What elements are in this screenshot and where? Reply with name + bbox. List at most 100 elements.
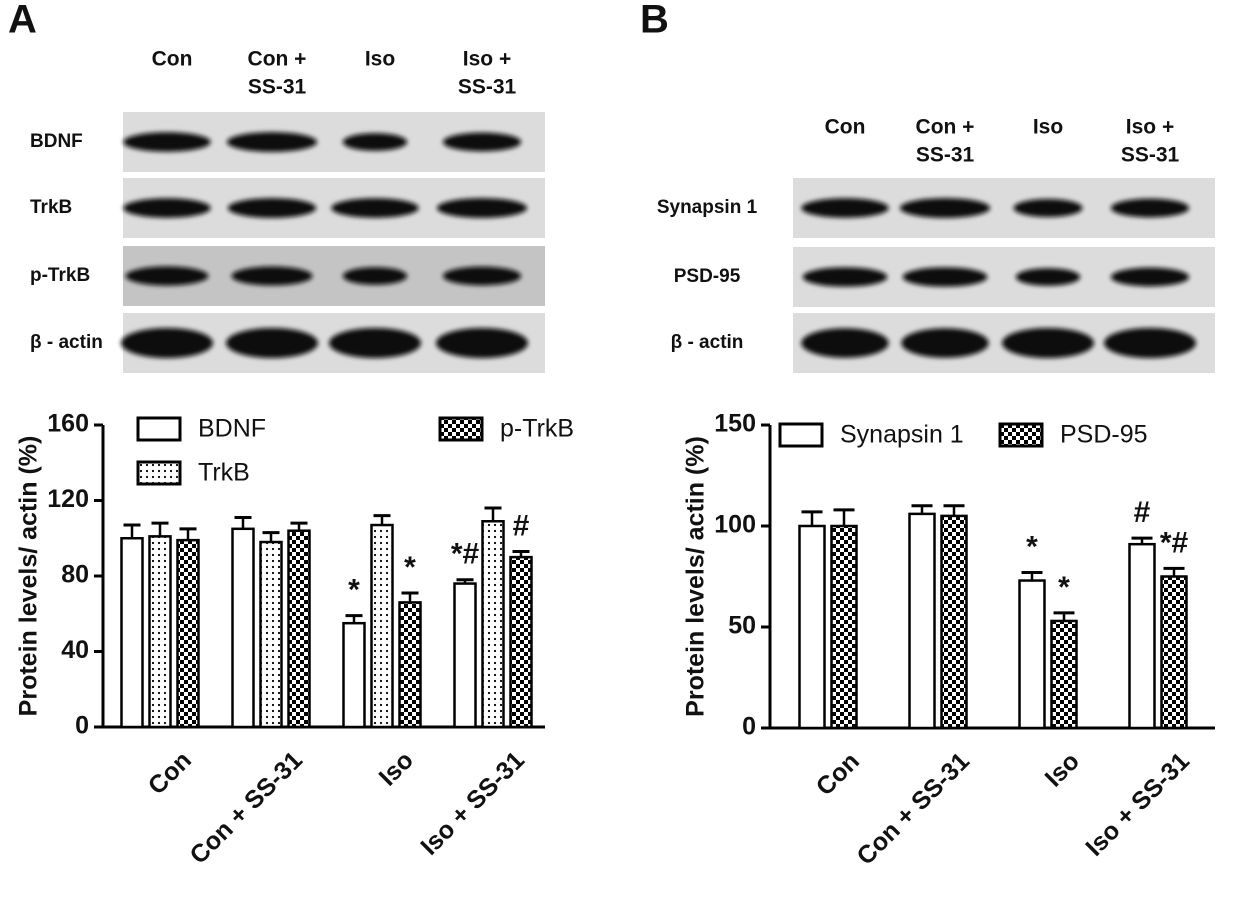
bar [509,555,533,729]
bar [453,582,477,729]
bar [940,514,968,730]
blot-band [331,198,419,218]
blot-column-label: SS-31 [916,144,975,167]
blot-band [1104,328,1196,358]
panel-letter: B [640,0,669,42]
blot-band [329,328,421,358]
legend-swatch [778,422,824,448]
y-tick-label: 160 [47,410,89,438]
x-tick-label: Iso + SS-31 [1080,747,1195,862]
blot-column-label: SS-31 [458,76,517,99]
bar [908,512,936,730]
bar [287,529,311,729]
x-tick-label: Iso [374,746,419,791]
blot-row-label: p-TrkB [30,265,90,286]
bar [798,524,826,730]
significance-mark: *# [1160,526,1189,559]
blot-band [1013,199,1083,217]
y-axis-label: Protein levels/ actin (%) [682,436,710,717]
significance-mark: *# [451,538,480,571]
bar [176,538,200,729]
bar [148,535,172,729]
y-axis-label: Protein levels/ actin (%) [15,436,43,717]
significance-mark: * [1058,571,1070,604]
blot-column-label: Con + [248,48,307,71]
y-tick-label: 100 [714,511,756,539]
blot-column-label: Iso + [1126,116,1174,139]
blot-band [1110,267,1190,287]
bar [120,537,144,729]
legend-swatch [438,416,484,442]
blot-band [226,132,318,152]
y-tick-label: 0 [75,712,89,740]
blot-band [123,198,211,218]
blot-band [125,266,209,286]
blot-band [342,133,408,151]
blot-band [901,328,989,358]
blot-band [1015,268,1081,286]
legend-swatch [136,416,182,442]
significance-mark: * [1026,530,1038,563]
blot-column-label: Iso [365,48,395,71]
blot-band [899,198,991,218]
bar [481,520,505,729]
legend-swatch [136,460,182,486]
blot-column-label: Con [152,48,193,71]
blot-band [121,328,213,358]
x-tick-label: Con [811,747,865,801]
significance-mark: # [513,509,530,542]
blot-band [123,132,211,152]
bar [1018,579,1046,730]
bar [1160,575,1188,730]
legend-label: PSD-95 [1060,421,1148,449]
blot-column-label: Iso [1033,116,1063,139]
x-tick-label: Iso [1040,747,1085,792]
blot-row-label: BDNF [30,131,83,152]
blot-band [342,267,408,285]
significance-mark: * [404,551,416,584]
x-tick-label: Con [143,746,197,800]
x-tick-label: Con + SS-31 [851,747,975,871]
blot-band [902,267,988,287]
bar [1050,619,1078,730]
blot-band [801,198,889,218]
significance-mark: # [1134,496,1151,529]
bar [231,527,255,729]
legend-swatch [998,422,1044,448]
y-tick-label: 150 [714,410,756,438]
blot-band [442,266,522,286]
blot-row-label: β - actin [30,332,103,353]
blot-band [226,328,318,358]
blot-column-label: SS-31 [248,76,307,99]
blot-band [436,198,528,218]
blot-band [231,266,313,286]
x-tick-label: Con + SS-31 [184,746,308,870]
bar [259,540,283,729]
blot-row-label: PSD-95 [674,266,741,287]
blot-row-label: β - actin [671,332,744,353]
blot-row-label: TrkB [30,197,72,218]
blot-column-label: Con + [916,116,975,139]
blot-band [1110,198,1190,218]
blot-column-label: SS-31 [1121,144,1180,167]
legend-label: Synapsin 1 [840,421,964,449]
blot-band [801,328,889,358]
blot-band [1002,328,1094,358]
bar [830,524,858,730]
y-tick-label: 40 [61,636,89,664]
significance-mark: * [348,574,360,607]
blot-band [802,267,888,287]
y-tick-label: 0 [742,713,756,741]
blot-column-label: Iso + [463,48,511,71]
blot-column-label: Con [825,116,866,139]
legend-label: TrkB [198,459,250,487]
blot-band [442,132,522,152]
y-tick-label: 80 [61,561,89,589]
x-tick-label: Iso + SS-31 [415,746,530,861]
y-tick-label: 50 [728,612,756,640]
bar [370,523,394,729]
panel-letter: A [8,0,37,42]
bar [398,601,422,729]
bar [1128,542,1156,730]
